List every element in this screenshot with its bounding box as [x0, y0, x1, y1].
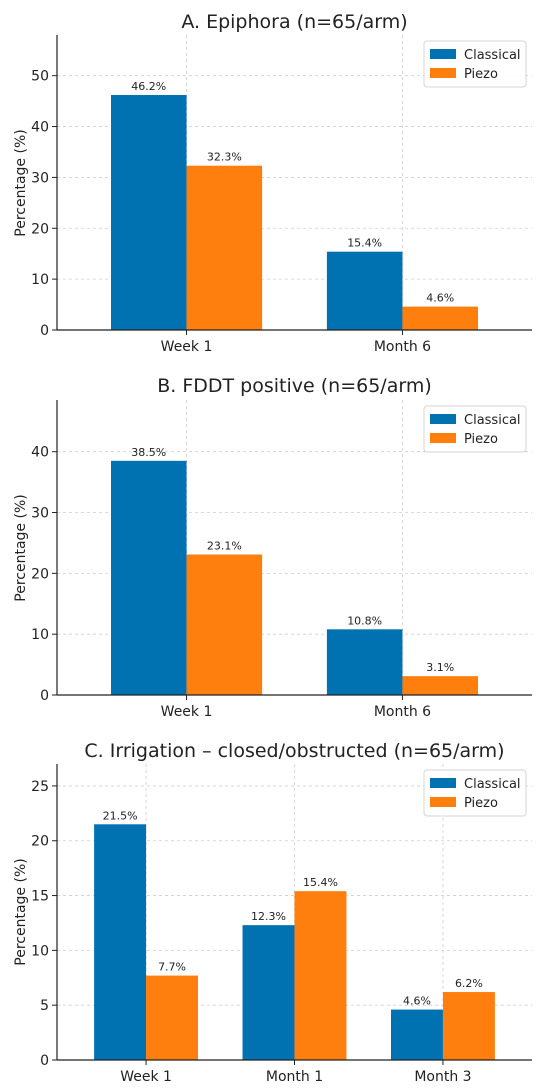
- legend: Classical Piezo: [423, 769, 527, 817]
- y-axis-label: Percentage (%): [13, 494, 29, 601]
- y-tick-label: 20: [31, 221, 49, 237]
- legend-label-classical: Classical: [464, 413, 521, 428]
- legend-swatch-piezo: [430, 797, 456, 807]
- y-tick-label: 50: [31, 69, 49, 85]
- legend-label-piezo: Piezo: [464, 796, 498, 811]
- bar-classical-1: [110, 460, 187, 695]
- legend-swatch-classical: [430, 49, 456, 59]
- bar-piezo-2: [402, 676, 479, 695]
- y-tick-label: 0: [40, 688, 49, 704]
- x-tick-label: Week 1: [120, 1069, 172, 1085]
- bar-piezo-2: [402, 306, 479, 330]
- bar-piezo-2: [294, 891, 347, 1060]
- legend-label-piezo: Piezo: [464, 67, 498, 82]
- y-tick-label: 30: [31, 506, 49, 522]
- bar-piezo-1: [146, 975, 199, 1060]
- data-label: 4.6%: [426, 292, 454, 305]
- data-label: 15.4%: [347, 237, 382, 250]
- chart-panel-1: A. Epiphora (n=65/arm) Percentage (%) 0 10 2…: [13, 11, 532, 355]
- y-tick-label: 30: [31, 170, 49, 186]
- y-tick-label: 40: [31, 120, 49, 136]
- y-tick-label: 20: [31, 834, 49, 850]
- data-label: 21.5%: [103, 809, 138, 822]
- chart-title: B. FDDT positive (n=65/arm): [157, 375, 432, 397]
- bar-classical-1: [94, 824, 147, 1060]
- legend-swatch-piezo: [430, 433, 456, 443]
- x-tick-label: Month 6: [374, 339, 431, 355]
- data-label: 10.8%: [347, 614, 382, 627]
- x-tick-label: Week 1: [161, 339, 213, 355]
- data-label: 4.6%: [403, 995, 431, 1008]
- legend-label-classical: Classical: [464, 48, 521, 63]
- y-tick-label: 10: [31, 627, 49, 643]
- data-label: 12.3%: [251, 910, 286, 923]
- data-label: 23.1%: [207, 539, 242, 552]
- bar-piezo-1: [186, 554, 263, 695]
- data-label: 38.5%: [131, 446, 166, 459]
- chart-title: A. Epiphora (n=65/arm): [181, 11, 407, 33]
- legend-swatch-classical: [430, 414, 456, 424]
- chart-panel-2: B. FDDT positive (n=65/arm) Percentage (%…: [13, 375, 532, 720]
- y-tick-label: 10: [31, 943, 49, 959]
- bar-classical-2: [242, 925, 295, 1060]
- data-label: 7.7%: [158, 961, 186, 974]
- chart-title: C. Irrigation – closed/obstructed (n=65/…: [84, 740, 504, 762]
- bar-piezo-1: [186, 165, 263, 330]
- x-tick-label: Month 1: [266, 1069, 323, 1085]
- bar-classical-2: [326, 629, 403, 695]
- bar-piezo-3: [442, 992, 495, 1060]
- chart-panel-3: C. Irrigation – closed/obstructed (n=65/…: [13, 740, 532, 1085]
- legend-swatch-classical: [430, 778, 456, 788]
- legend: Classical Piezo: [423, 405, 527, 453]
- y-tick-label: 40: [31, 445, 49, 461]
- y-tick-label: 25: [31, 779, 49, 795]
- x-tick-label: Month 3: [414, 1069, 471, 1085]
- y-tick-label: 20: [31, 566, 49, 582]
- y-tick-label: 0: [40, 1053, 49, 1069]
- bar-classical-3: [390, 1009, 443, 1060]
- data-label: 15.4%: [303, 876, 338, 889]
- data-label: 3.1%: [426, 661, 454, 674]
- bar-classical-2: [326, 251, 403, 330]
- data-label: 32.3%: [207, 151, 242, 164]
- x-tick-label: Month 6: [374, 704, 431, 720]
- legend-label-classical: Classical: [464, 777, 521, 792]
- data-label: 46.2%: [131, 80, 166, 93]
- x-tick-label: Week 1: [161, 704, 213, 720]
- legend-swatch-piezo: [430, 68, 456, 78]
- y-tick-label: 15: [31, 889, 49, 905]
- y-axis-label: Percentage (%): [13, 858, 29, 965]
- y-axis-label: Percentage (%): [13, 129, 29, 236]
- legend: Classical Piezo: [423, 40, 527, 88]
- y-tick-label: 5: [40, 998, 49, 1014]
- bar-classical-1: [110, 95, 187, 330]
- y-tick-label: 10: [31, 272, 49, 288]
- legend-label-piezo: Piezo: [464, 432, 498, 447]
- data-label: 6.2%: [455, 977, 483, 990]
- y-tick-label: 0: [40, 323, 49, 339]
